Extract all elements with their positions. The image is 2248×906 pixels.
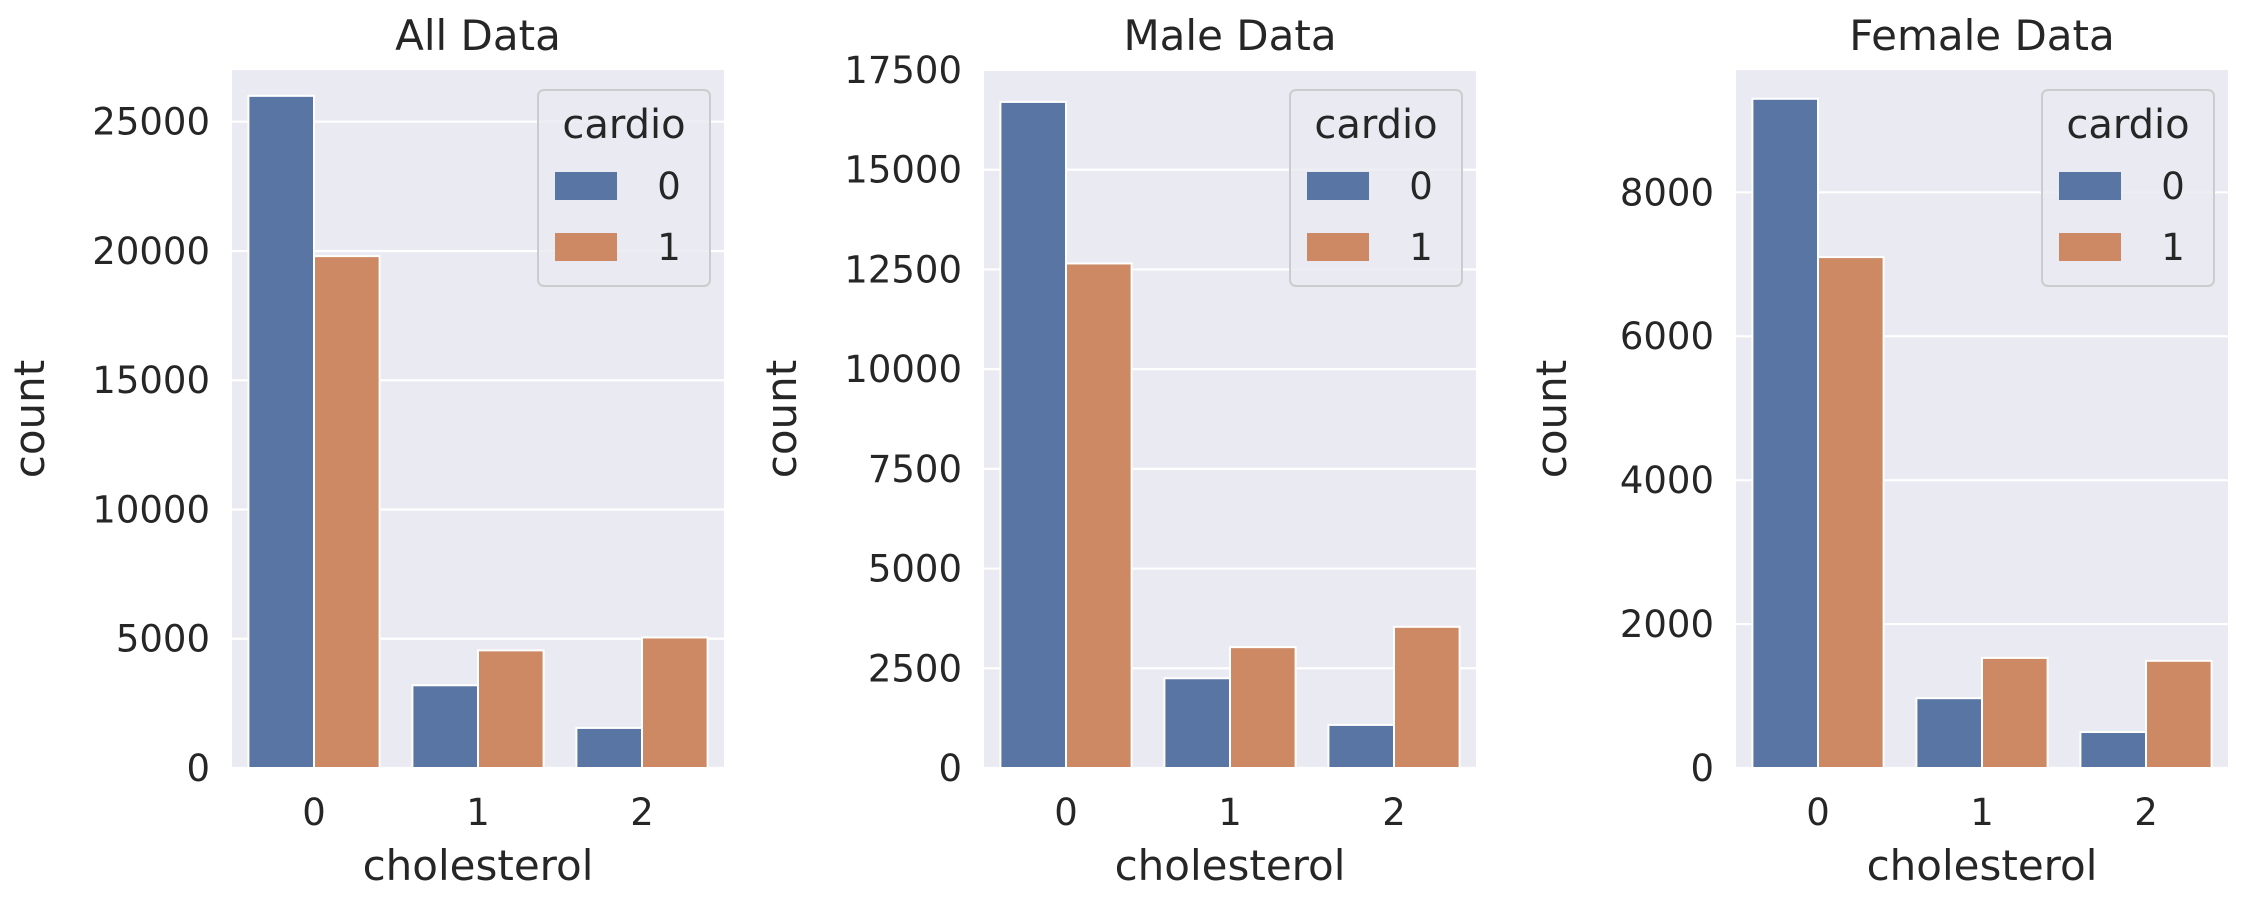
subplot-1: 0 2500 5000 7500 10000 12500 15000 17500 0 1 2 Male… bbox=[757, 11, 1476, 890]
y-tick-label: 25000 bbox=[92, 101, 210, 144]
y-tick-label: 20000 bbox=[92, 230, 210, 273]
legend-title: cardio bbox=[562, 102, 685, 148]
y-tick-label: 2000 bbox=[1620, 603, 1714, 646]
bar-series-1-cat-2 bbox=[2145, 659, 2213, 769]
legend-label-0: 0 bbox=[2161, 165, 2185, 208]
x-tick-label: 1 bbox=[1970, 791, 1994, 834]
subplot-0: 0 5000 10000 15000 20000 25000 0 1 2 All Data chol… bbox=[5, 11, 724, 890]
legend-swatch-1 bbox=[2059, 233, 2121, 261]
bar-series-0-cat-0 bbox=[247, 94, 315, 769]
y-tick-label: 4000 bbox=[1620, 459, 1714, 502]
x-tick-label: 2 bbox=[630, 791, 654, 834]
x-tick-label: 0 bbox=[1806, 791, 1830, 834]
bar-series-1-cat-2 bbox=[641, 636, 709, 769]
y-axis-label: count bbox=[1527, 360, 1576, 479]
bar-series-1-cat-0 bbox=[313, 255, 381, 769]
legend-label-0: 0 bbox=[1409, 165, 1433, 208]
subplot-2: 0 2000 4000 6000 8000 0 1 2 Female Data cholester… bbox=[1527, 11, 2228, 890]
legend: cardio 0 1 bbox=[537, 89, 711, 287]
legend-swatch-0 bbox=[555, 172, 617, 200]
bar-series-1-cat-1 bbox=[477, 649, 545, 770]
y-tick-label: 15000 bbox=[844, 149, 962, 192]
legend-label-1: 1 bbox=[2161, 226, 2185, 269]
y-axis-label: count bbox=[5, 360, 54, 479]
bar-series-1-cat-1 bbox=[1981, 656, 2049, 769]
legend-label-1: 1 bbox=[1409, 226, 1433, 269]
legend: cardio 0 1 bbox=[1289, 89, 1463, 287]
y-tick-label: 8000 bbox=[1620, 171, 1714, 214]
bar-series-1-cat-1 bbox=[1229, 646, 1297, 770]
legend-swatch-1 bbox=[1307, 233, 1369, 261]
bar-series-0-cat-2 bbox=[575, 726, 644, 769]
chart-title: Male Data bbox=[1123, 11, 1336, 60]
legend-swatch-1 bbox=[555, 233, 617, 261]
bar-series-0-cat-1 bbox=[411, 684, 479, 769]
y-tick-label: 12500 bbox=[844, 248, 962, 291]
y-tick-label: 7500 bbox=[868, 448, 962, 491]
x-axis-label: cholesterol bbox=[1115, 841, 1346, 890]
y-tick-label: 2500 bbox=[868, 647, 962, 690]
y-tick-label: 6000 bbox=[1620, 315, 1714, 358]
y-tick-label: 0 bbox=[938, 747, 962, 790]
bar-series-0-cat-2 bbox=[1327, 723, 1396, 769]
bar-series-1-cat-2 bbox=[1393, 625, 1461, 769]
x-tick-label: 0 bbox=[302, 791, 326, 834]
x-tick-label: 0 bbox=[1054, 791, 1078, 834]
bar-series-1-cat-0 bbox=[1817, 256, 1885, 769]
x-axis-label: cholesterol bbox=[1867, 841, 2098, 890]
y-tick-label: 10000 bbox=[844, 348, 962, 391]
bar-series-0-cat-1 bbox=[1163, 677, 1232, 769]
legend-title: cardio bbox=[1314, 102, 1437, 148]
y-tick-label: 0 bbox=[186, 747, 210, 790]
y-tick-label: 15000 bbox=[92, 359, 210, 402]
x-axis-label: cholesterol bbox=[363, 841, 594, 890]
bar-series-0-cat-0 bbox=[1751, 97, 1820, 769]
y-tick-label: 0 bbox=[1690, 747, 1714, 790]
y-axis-label: count bbox=[757, 360, 806, 479]
y-tick-label: 10000 bbox=[92, 488, 210, 531]
legend-swatch-0 bbox=[1307, 172, 1369, 200]
legend-swatch-0 bbox=[2059, 172, 2121, 200]
bar-series-1-cat-0 bbox=[1065, 262, 1133, 769]
legend-label-0: 0 bbox=[657, 165, 681, 208]
x-tick-label: 1 bbox=[1218, 791, 1242, 834]
legend-title: cardio bbox=[2066, 102, 2189, 148]
bar-series-0-cat-0 bbox=[999, 100, 1068, 769]
bar-series-0-cat-1 bbox=[1915, 697, 1984, 770]
legend: cardio 0 1 bbox=[2041, 89, 2215, 287]
bar-series-0-cat-2 bbox=[2079, 731, 2147, 770]
chart-title: Female Data bbox=[1849, 11, 2115, 60]
chart-title: All Data bbox=[395, 11, 561, 60]
y-tick-label: 17500 bbox=[844, 49, 962, 92]
x-tick-label: 1 bbox=[466, 791, 490, 834]
x-tick-label: 2 bbox=[1382, 791, 1406, 834]
legend-label-1: 1 bbox=[657, 226, 681, 269]
y-tick-label: 5000 bbox=[868, 548, 962, 591]
y-tick-label: 5000 bbox=[116, 618, 210, 661]
x-tick-label: 2 bbox=[2134, 791, 2158, 834]
